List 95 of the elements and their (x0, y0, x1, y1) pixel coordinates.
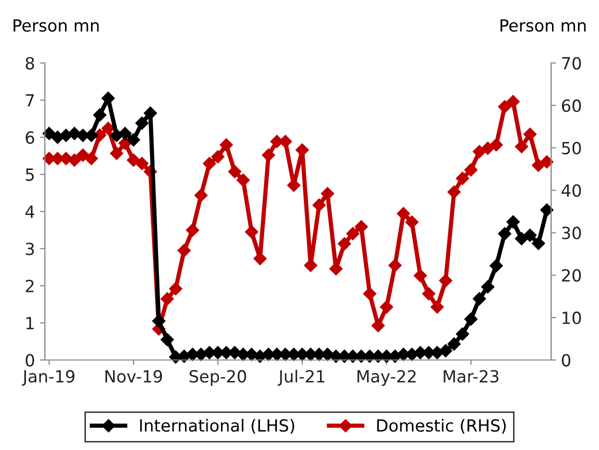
point (447, 185, 461, 199)
y-tick-label: 2 (26, 280, 34, 292)
point (338, 237, 351, 250)
point (186, 224, 200, 237)
point (414, 268, 427, 282)
point (532, 236, 546, 250)
point (236, 174, 250, 187)
point (93, 108, 106, 122)
point (194, 188, 208, 202)
point (447, 337, 461, 351)
point (540, 203, 554, 217)
point (76, 148, 90, 162)
point (320, 187, 334, 200)
point (118, 126, 132, 140)
point (160, 292, 174, 306)
y2-tick-label: 0 (562, 354, 570, 367)
y-tick-label: 6 (26, 131, 34, 144)
point (464, 312, 478, 326)
point (456, 172, 470, 185)
point (532, 158, 546, 172)
point (540, 155, 554, 168)
y-tick-label: 4 (25, 206, 34, 218)
point (102, 122, 115, 135)
point (160, 332, 174, 346)
x-tick-label: Mar-23 (444, 370, 498, 383)
point (110, 146, 124, 160)
point (439, 274, 452, 288)
y2-tick-label: 30 (562, 226, 581, 240)
point (220, 138, 233, 152)
point (304, 258, 318, 272)
point (506, 215, 520, 228)
point (262, 148, 276, 162)
point (329, 262, 343, 276)
point (388, 258, 402, 272)
y-tick-label: 7 (26, 94, 34, 106)
y2-tick-label: 10 (562, 312, 581, 324)
point (430, 300, 444, 314)
y2-tick-label: 60 (562, 99, 581, 112)
point (253, 252, 267, 266)
y-axis-title: Person mn (14, 19, 99, 32)
y-tick-label: 0 (26, 354, 34, 367)
point (396, 207, 410, 220)
point (490, 259, 503, 272)
point (126, 133, 140, 146)
point (363, 287, 376, 300)
y2-tick-label: 70 (562, 56, 581, 70)
point (498, 100, 512, 114)
point (68, 154, 82, 167)
x-tick-label: Jan-19 (22, 370, 74, 386)
point (456, 327, 470, 341)
y-tick-label: 8 (26, 56, 34, 70)
legend-label: International (LHS) (140, 418, 294, 434)
point (144, 106, 157, 120)
point (464, 163, 478, 177)
point (422, 287, 436, 300)
point (135, 156, 149, 170)
point (514, 232, 528, 246)
point (245, 225, 258, 238)
y-tick-label: 1 (26, 317, 34, 330)
x-tick-label: Nov-19 (105, 370, 162, 383)
point (472, 292, 486, 306)
point (354, 220, 368, 234)
point (312, 198, 326, 212)
y-tick-label: 3 (26, 242, 34, 256)
point (169, 282, 182, 296)
point (126, 154, 140, 167)
y2-tick-label: 40 (562, 184, 581, 197)
point (152, 314, 166, 328)
y2-axis-title: Person mn (500, 19, 586, 32)
point (202, 156, 216, 170)
point (523, 128, 537, 141)
y2-tick-label: 50 (562, 142, 581, 154)
point (405, 216, 418, 229)
point (439, 344, 452, 358)
x-tick-label: Jul-21 (278, 370, 324, 386)
point (135, 116, 149, 130)
point (211, 150, 224, 164)
x-tick-label: Sep-20 (190, 370, 246, 386)
legend-label: Domestic (RHS) (377, 418, 506, 434)
point (178, 244, 191, 258)
point (346, 226, 360, 240)
point (506, 95, 520, 108)
point (84, 152, 98, 166)
x-tick-label: May-22 (358, 370, 416, 386)
point (523, 228, 537, 242)
point (380, 300, 394, 314)
point (514, 140, 528, 154)
point (372, 319, 385, 332)
point (472, 145, 486, 158)
point (481, 280, 494, 294)
point (228, 165, 242, 178)
y2-tick-label: 20 (562, 269, 581, 282)
point (498, 227, 512, 240)
point (490, 138, 503, 152)
y-tick-label: 5 (26, 168, 34, 181)
